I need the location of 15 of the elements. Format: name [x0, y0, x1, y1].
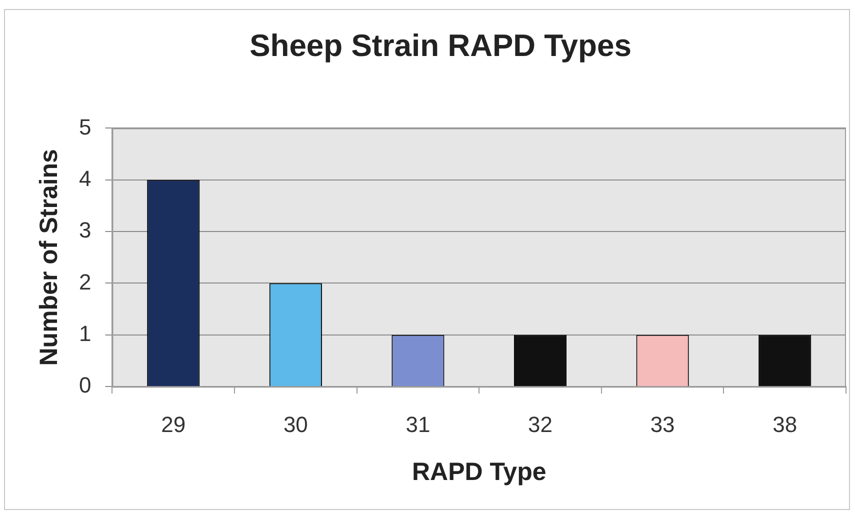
chart-title: Sheep Strain RAPD Types — [250, 28, 632, 64]
y-axis-title: Number of Strains — [34, 149, 63, 366]
y-tick-label: 0 — [78, 372, 92, 398]
y-tick-label: 3 — [78, 218, 92, 243]
x-tick-label: 38 — [772, 412, 798, 437]
x-tick-label: 31 — [406, 412, 430, 437]
y-tick-label: 2 — [78, 269, 92, 294]
y-tick-label: 1 — [78, 320, 92, 346]
x-axis-title: RAPD Type — [412, 458, 546, 486]
x-tick-label: 29 — [161, 412, 186, 437]
x-tick-label: 32 — [528, 412, 553, 437]
x-tick-label: 30 — [283, 412, 308, 437]
y-tick-label: 4 — [78, 166, 92, 191]
y-tick-label: 5 — [78, 114, 92, 140]
x-tick-label: 33 — [650, 412, 675, 437]
